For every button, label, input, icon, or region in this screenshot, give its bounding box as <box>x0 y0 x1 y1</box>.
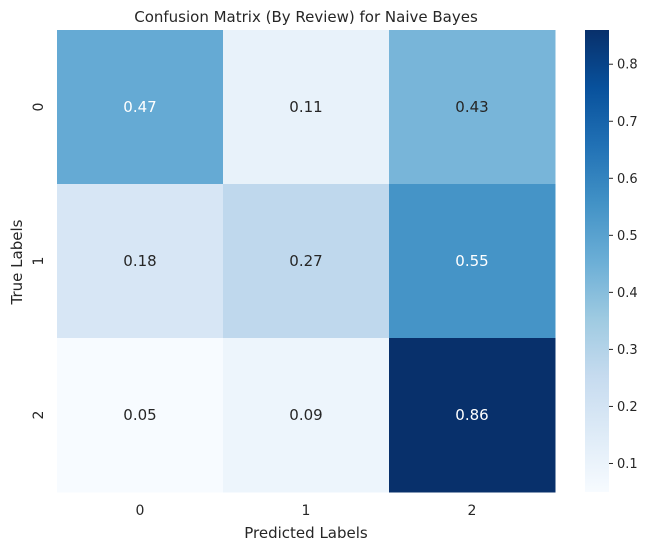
cell-value-label: 0.11 <box>289 98 322 116</box>
cell-value-label: 0.27 <box>289 252 322 270</box>
colorbar-tick-label: 0.8 <box>617 58 638 73</box>
colorbar-tick-label: 0.2 <box>617 400 638 415</box>
cell-value-label: 0.86 <box>455 406 488 424</box>
cell-value-label: 0.47 <box>123 98 156 116</box>
y-tick-label: 2 <box>31 411 47 420</box>
heatmap-cell <box>223 338 390 493</box>
heatmap-cell <box>223 184 390 339</box>
cell-value-label: 0.18 <box>123 252 156 270</box>
colorbar-tick-label: 0.1 <box>617 457 638 472</box>
cell-annotations: 0.47 0.11 0.43 0.18 0.27 0.55 0.05 0.09 0.86 <box>123 98 488 424</box>
y-axis-label: True Labels <box>8 219 26 305</box>
cell-value-label: 0.05 <box>123 406 156 424</box>
cell-value-label: 0.43 <box>455 98 488 116</box>
x-tick-labels: 0 1 2 <box>136 503 477 519</box>
chart-title: Confusion Matrix (By Review) for Naive B… <box>134 8 478 26</box>
y-tick-label: 0 <box>31 103 47 112</box>
colorbar-tick-label: 0.7 <box>617 115 638 130</box>
heatmap-cell <box>389 30 556 185</box>
cell-value-label: 0.55 <box>455 252 488 270</box>
heatmap-cell <box>57 338 224 493</box>
y-tick-label: 1 <box>31 257 47 266</box>
colorbar-tick-label: 0.5 <box>617 229 638 244</box>
heatmap-cell <box>389 338 556 493</box>
heatmap-cell <box>223 30 390 185</box>
x-tick-label: 1 <box>302 503 311 519</box>
colorbar-tick-label: 0.3 <box>617 343 638 358</box>
cell-value-label: 0.09 <box>289 406 322 424</box>
x-tick-label: 0 <box>136 503 145 519</box>
colorbar <box>585 30 609 492</box>
colorbar-tick-label: 0.4 <box>617 286 638 301</box>
heatmap-cell <box>57 30 224 185</box>
x-tick-label: 2 <box>468 503 477 519</box>
colorbar-tick-label: 0.6 <box>617 172 638 187</box>
y-tick-labels: 0 1 2 <box>31 103 47 420</box>
x-axis-label: Predicted Labels <box>244 524 368 542</box>
heatmap-cell <box>389 184 556 339</box>
heatmap-cell <box>57 184 224 339</box>
colorbar-ticks: 0.1 0.2 0.3 0.4 0.5 0.6 0.7 0.8 <box>609 58 638 472</box>
heatmap-cells <box>57 30 556 493</box>
